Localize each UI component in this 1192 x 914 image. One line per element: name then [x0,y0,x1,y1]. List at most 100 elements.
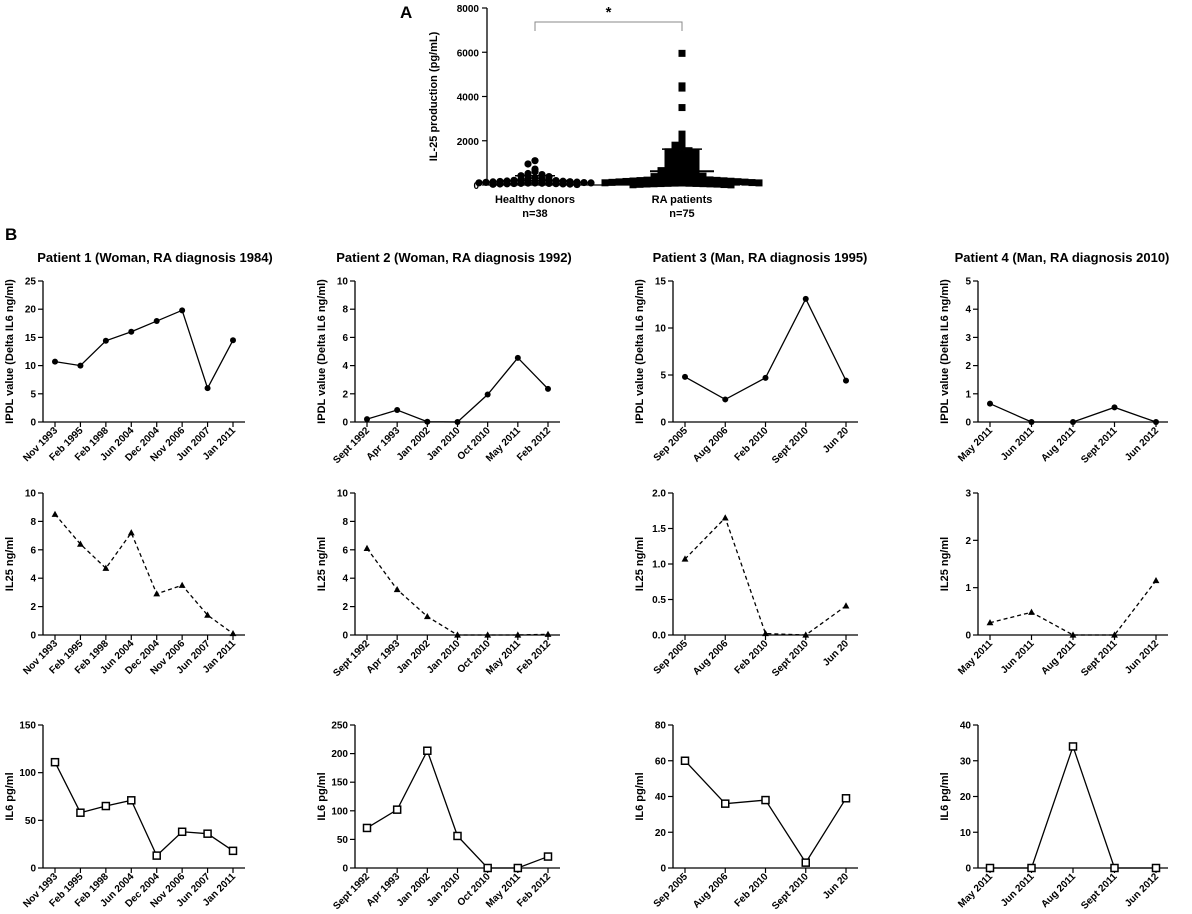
data-point [842,602,850,609]
data-point [101,801,111,811]
patient-2-ipdl-chart: 0 2 4 6 8 10 IPDL value (Delta IL6 ng/ml)Sept … [316,277,560,466]
ra-patient-point [741,178,749,186]
group-label: Healthy donors [495,194,575,206]
x-tick-label: Sept 2011 [1079,638,1120,679]
ra-patient-point [699,175,707,183]
ra-patient-point [685,152,693,160]
ra-patient-point [734,178,742,186]
series-line [54,309,234,390]
y-tick-label: 0 [660,418,666,429]
data-point [544,630,552,637]
data-point [682,373,688,380]
y-tick-label: 4 [342,574,348,585]
data-point [178,581,186,588]
data-point [761,795,770,805]
data-point [1028,608,1035,615]
y-tick-label: 2 [342,602,348,613]
data-point [484,391,491,398]
y-tick-label: 40 [960,721,972,732]
x-tick-label: May 2011 [956,425,995,464]
data-point [513,863,523,873]
y-tick-label: 20 [655,828,667,839]
y-tick-label: 3 [965,489,971,500]
y-tick-label: 0 [30,864,36,875]
healthy-donor-point [475,179,483,187]
healthy-donor-point [573,180,581,189]
y-tick-label: 6 [30,545,36,556]
data-point [722,396,729,403]
ra-patient-point [664,179,672,187]
data-point [1111,404,1118,411]
y-tick-label: 4 [342,361,348,372]
patient-titles: Patient 1 (Woman, RA diagnosis 1984) Pat… [37,250,1169,265]
ra-patient-point [685,179,693,187]
series-line [989,580,1157,636]
y-tick-label: 10 [25,489,37,500]
ra-patient-point [664,153,672,161]
y-tick-label: 150 [19,721,36,732]
y-tick-label: 150 [331,778,348,789]
y-tick-label: 0 [342,418,348,429]
y-axis-label: IPDL value (Delta IL6 ng/ml) [4,279,16,424]
y-tick-label: 8 [30,517,36,528]
y-tick-label: 5 [660,371,666,382]
y-tick-label: 2 [342,389,348,400]
x-tick-label: Aug 2006 [691,638,731,678]
data-point [127,529,135,536]
data-point [802,295,809,302]
ra-patient-point [685,169,693,177]
y-tick-label: 0 [473,181,479,192]
x-tick-label: Feb 2010 [733,425,771,463]
x-tick-label: Aug 2011 [1039,871,1078,910]
data-point [203,829,212,838]
y-tick-label: 4 [30,574,36,585]
data-point [545,385,551,392]
data-point [453,831,462,841]
y-tick-label: 6000 [457,48,480,59]
x-tick-label: Sept 2010 [770,425,811,466]
group-n-label: n=75 [669,208,694,220]
patient-4-il25-chart: 0 1 2 3 IL25 ng/ml May 2011 Jun 2011 Aug 2011 Se… [939,489,1168,679]
x-tick-label: Sept 2011 [1079,425,1120,466]
data-point [985,863,995,873]
data-point [50,757,60,767]
data-point [229,629,237,637]
ra-patient-point [678,84,686,92]
data-point [1068,742,1078,751]
healthy-donor-point [531,157,539,165]
ra-patient-point [636,177,644,185]
ra-patient-point [748,179,756,187]
patient-3-il25-chart: 0.0 0.5 1.0 1.5 2.0 IL25 ng/ml Sep 2005 Aug 200… [634,489,858,679]
patient-3-il6-chart: 0 20 40 60 80 IL6 pg/ml Sep 2005 Aug 2006 Feb 20… [634,721,858,912]
x-tick-label: Jun 20 [821,638,851,668]
y-tick-label: 0 [30,418,36,429]
ra-patient-point [664,174,672,182]
data-point [1069,631,1077,638]
y-tick-label: 4000 [457,93,480,104]
ra-patient-point [755,179,763,187]
ra-patient-point [713,176,721,184]
y-tick-label: 2000 [457,137,480,148]
y-tick-label: 80 [655,721,667,732]
y-tick-label: 0.5 [652,595,666,606]
x-tick-label: Sept 2010 [770,871,811,912]
y-tick-label: 1.5 [652,524,666,535]
x-tick-label: Sept 2011 [1079,871,1120,912]
ra-patient-point [706,176,714,184]
ra-patient-point [601,179,609,187]
data-point [364,416,370,423]
ra-patient-point [650,176,658,184]
data-point [204,611,211,618]
y-axis-label: IL6 pg/ml [4,772,16,820]
x-tick-label: Feb 2012 [515,425,553,463]
y-tick-label: 5 [965,277,971,288]
data-point [1110,863,1119,873]
y-tick-label: 2.0 [652,489,666,500]
data-point [230,337,236,344]
data-point [128,328,135,335]
x-tick-label: Aug 2011 [1039,638,1078,677]
ra-patient-point [650,180,658,188]
y-tick-label: 20 [25,305,37,316]
ra-patient-point [727,181,735,189]
